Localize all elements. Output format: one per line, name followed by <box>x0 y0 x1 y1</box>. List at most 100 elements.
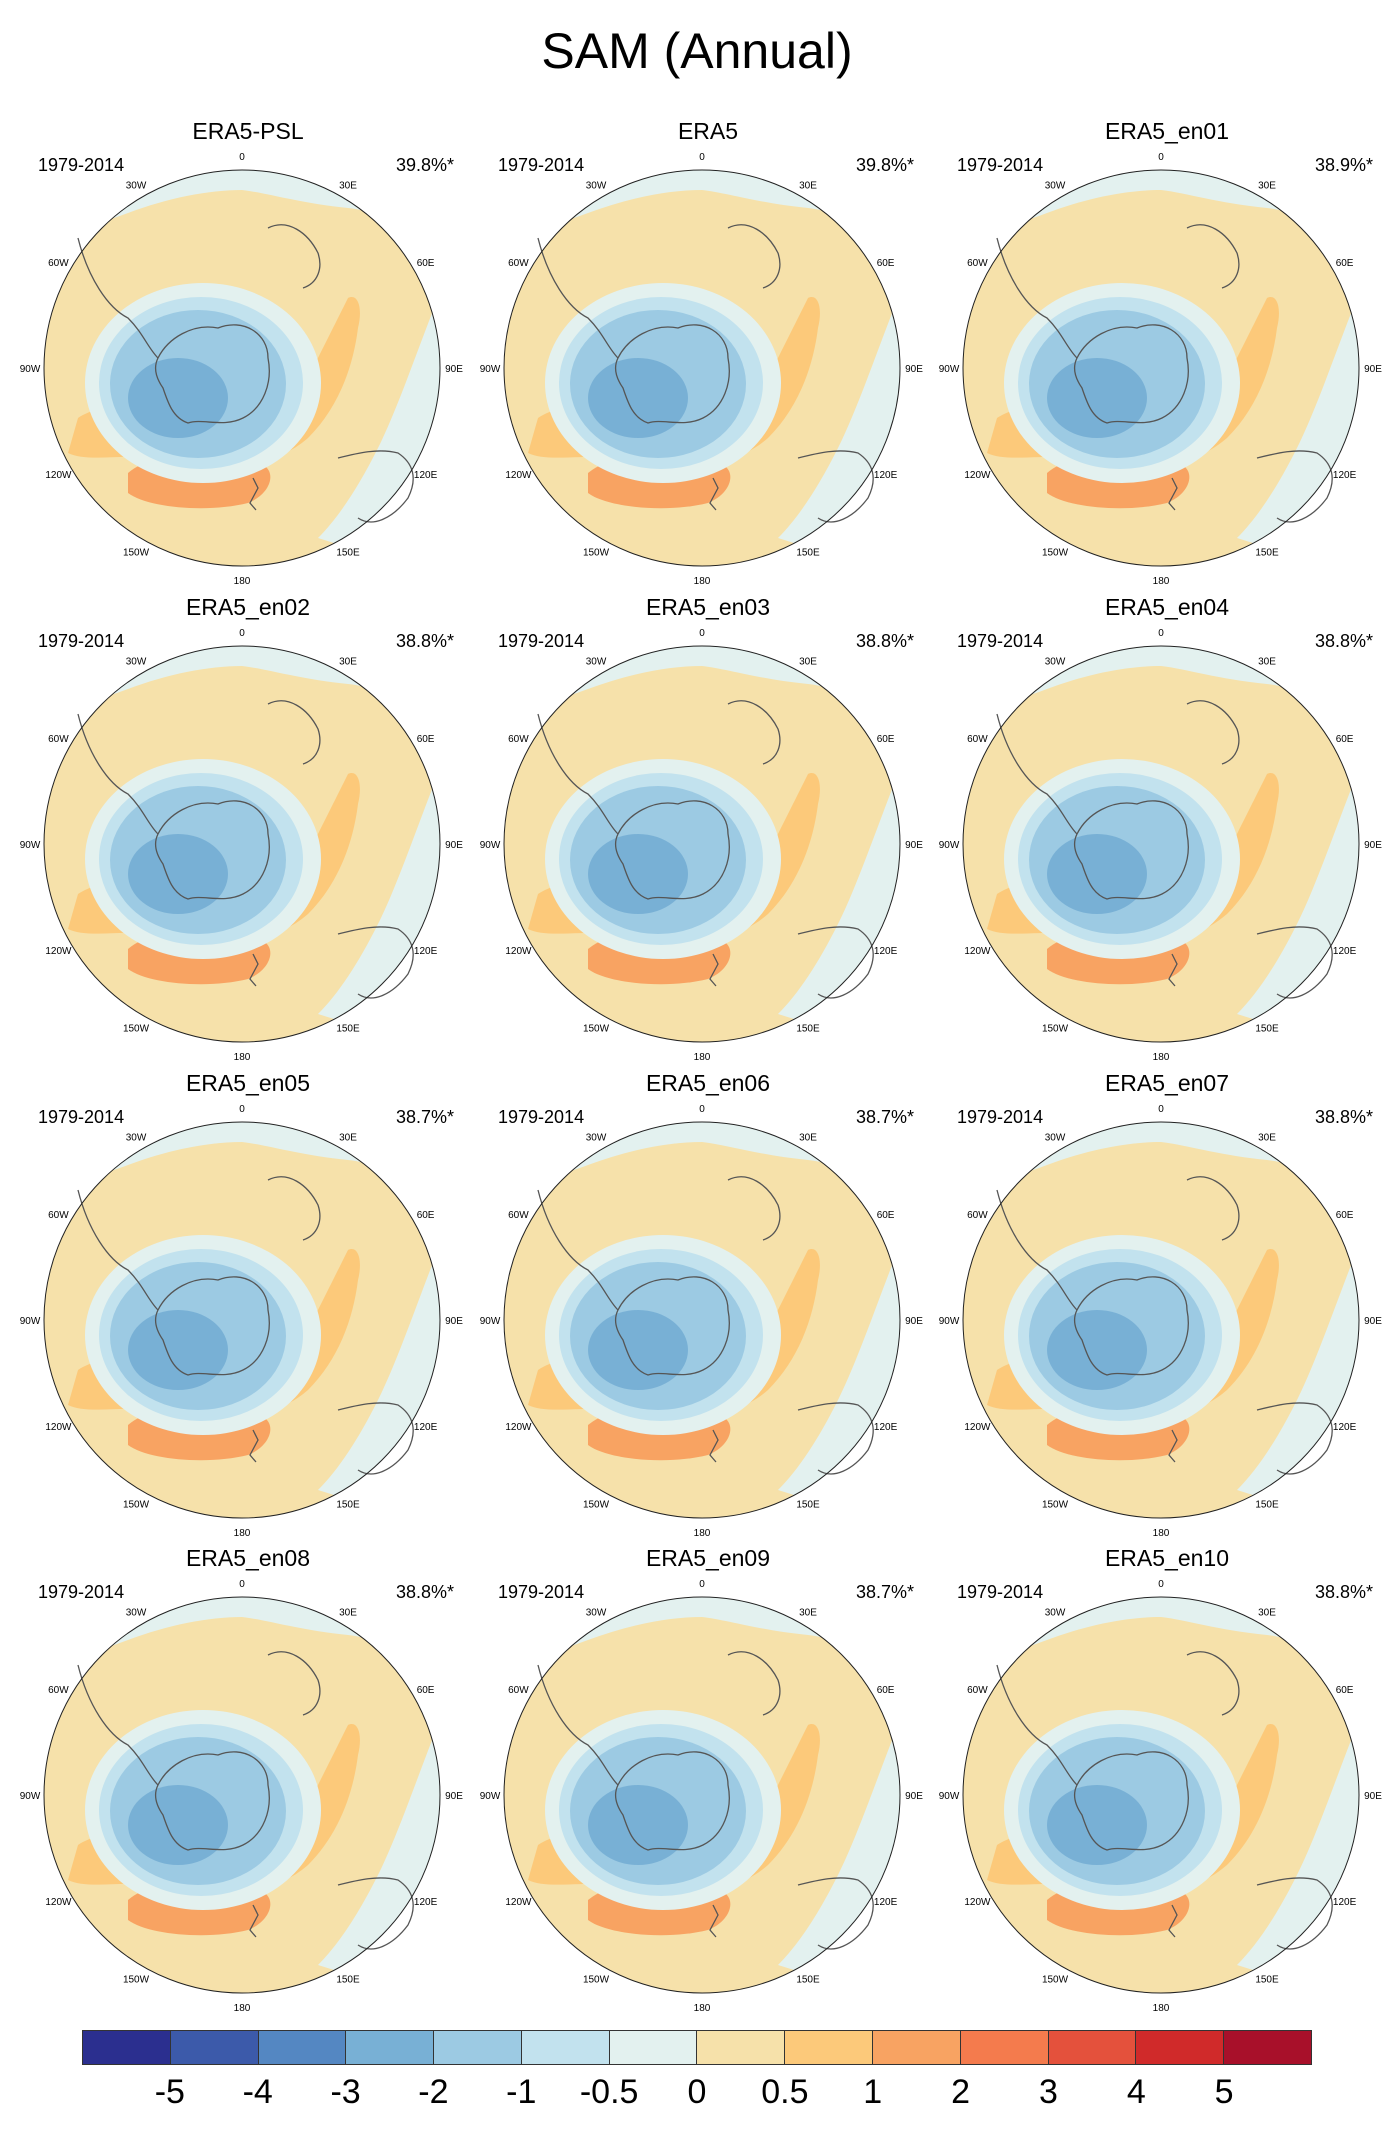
longitude-label: 90W <box>939 1316 960 1327</box>
longitude-label: 30E <box>1258 1607 1276 1618</box>
longitude-label: 120E <box>1333 470 1357 481</box>
longitude-label: 60W <box>48 1210 69 1221</box>
longitude-label: 180 <box>1153 2003 1170 2014</box>
map-panel: ERA5_en03 1979-2014 38.8%* 0 30E 60E 90E 120E 15… <box>478 594 938 1064</box>
longitude-label: 180 <box>694 576 711 587</box>
longitude-label: 30E <box>799 1132 817 1143</box>
longitude-label: 150E <box>1255 1024 1279 1035</box>
longitude-label: 180 <box>234 1528 251 1539</box>
longitude-label: 30W <box>126 656 147 667</box>
panel-title: ERA5_en05 <box>185 1070 311 1096</box>
colorbar-label: 2 <box>951 2073 971 2111</box>
longitude-label: 30W <box>586 1607 607 1618</box>
colorbar-label: 0 <box>687 2073 707 2111</box>
longitude-label: 90W <box>480 1791 501 1802</box>
map-panel: ERA5-PSL 1979-2014 39.8%* 0 30E 60E 90E 120E 150… <box>18 118 478 588</box>
panel-title: ERA5_en03 <box>645 594 771 620</box>
longitude-label: 90W <box>939 1791 960 1802</box>
longitude-label: 120W <box>964 946 991 957</box>
longitude-label: 60W <box>48 734 69 745</box>
longitude-label: 60W <box>508 1685 529 1696</box>
longitude-label: 0 <box>1158 628 1164 639</box>
colorbar-label: -2 <box>418 2073 449 2111</box>
longitude-label: 120E <box>874 470 898 481</box>
panel-title: ERA5_en07 <box>1104 1070 1230 1096</box>
longitude-label: 150W <box>583 548 610 559</box>
longitude-label: 0 <box>699 1579 705 1590</box>
longitude-label: 150E <box>1255 1975 1279 1986</box>
longitude-label: 30W <box>1045 1607 1066 1618</box>
longitude-label: 30W <box>126 180 147 191</box>
longitude-label: 30W <box>586 1132 607 1143</box>
longitude-label: 90E <box>445 364 463 375</box>
longitude-label: 90W <box>480 840 501 851</box>
longitude-label: 30E <box>339 180 357 191</box>
colorbar-swatch <box>1224 2031 1311 2064</box>
longitude-label: 60E <box>1336 1685 1354 1696</box>
longitude-label: 150E <box>796 548 820 559</box>
longitude-label: 150W <box>123 548 150 559</box>
panel-period: 1979-2014 <box>957 1582 1044 1602</box>
longitude-label: 60E <box>417 1685 435 1696</box>
panel-variance-percent: 38.7%* <box>395 1107 454 1127</box>
panel-variance-percent: 38.7%* <box>855 1582 914 1602</box>
longitude-label: 60E <box>1336 734 1354 745</box>
longitude-label: 120E <box>414 1897 438 1908</box>
longitude-label: 0 <box>699 1104 705 1115</box>
panel-title: ERA5 <box>677 118 739 144</box>
longitude-label: 90E <box>445 840 463 851</box>
longitude-label: 150W <box>123 1024 150 1035</box>
longitude-label: 30E <box>339 1132 357 1143</box>
longitude-label: 120W <box>45 946 72 957</box>
longitude-label: 30E <box>799 180 817 191</box>
polar-map: 0 30E 60E 90E 120E 150E 180 150W 120W 90W 60W 30W <box>939 1104 1383 1539</box>
colorbar-label: 4 <box>1126 2073 1146 2111</box>
longitude-label: 90W <box>939 364 960 375</box>
longitude-label: 120W <box>964 1422 991 1433</box>
longitude-label: 150W <box>123 1975 150 1986</box>
figure-title: SAM (Annual) <box>541 23 853 79</box>
longitude-label: 90W <box>20 840 41 851</box>
map-panel: ERA5_en01 1979-2014 38.9%* 0 30E 60E 90E 120E 15… <box>937 118 1394 588</box>
panel-period: 1979-2014 <box>498 155 585 175</box>
longitude-label: 90E <box>445 1316 463 1327</box>
panel-title: ERA5_en04 <box>1104 594 1230 620</box>
longitude-label: 0 <box>1158 1579 1164 1590</box>
longitude-label: 60W <box>967 1685 988 1696</box>
map-panel: ERA5_en09 1979-2014 38.7%* 0 30E 60E 90E 120E 15… <box>478 1545 938 2015</box>
longitude-label: 150E <box>1255 548 1279 559</box>
longitude-label: 120W <box>964 470 991 481</box>
colorbar-swatch <box>258 2031 347 2064</box>
longitude-label: 120W <box>505 1897 532 1908</box>
longitude-label: 60E <box>1336 1210 1354 1221</box>
panel-period: 1979-2014 <box>38 631 125 651</box>
longitude-label: 90E <box>1364 1791 1382 1802</box>
longitude-label: 90E <box>905 840 923 851</box>
longitude-label: 0 <box>699 628 705 639</box>
colorbar-swatch <box>1136 2031 1225 2064</box>
longitude-label: 60W <box>967 734 988 745</box>
colorbar-label: 1 <box>863 2073 883 2111</box>
longitude-label: 120W <box>505 946 532 957</box>
colorbar-swatch <box>609 2031 698 2064</box>
longitude-label: 120W <box>45 470 72 481</box>
panel-title: ERA5_en09 <box>645 1545 771 1571</box>
longitude-label: 150W <box>1042 1024 1069 1035</box>
longitude-label: 90W <box>480 364 501 375</box>
longitude-label: 30W <box>1045 656 1066 667</box>
longitude-label: 30E <box>339 656 357 667</box>
panel-period: 1979-2014 <box>498 1107 585 1127</box>
longitude-label: 90W <box>480 1316 501 1327</box>
longitude-label: 150E <box>796 1500 820 1511</box>
colorbar-label: -5 <box>154 2073 185 2111</box>
longitude-label: 90W <box>20 1316 41 1327</box>
panel-period: 1979-2014 <box>957 155 1044 175</box>
panel-variance-percent: 38.8%* <box>395 1582 454 1602</box>
longitude-label: 30W <box>126 1132 147 1143</box>
longitude-label: 0 <box>1158 152 1164 163</box>
panel-period: 1979-2014 <box>38 155 125 175</box>
longitude-label: 60W <box>48 1685 69 1696</box>
longitude-label: 0 <box>239 152 245 163</box>
panel-variance-percent: 39.8%* <box>855 155 914 175</box>
longitude-label: 60W <box>508 258 529 269</box>
